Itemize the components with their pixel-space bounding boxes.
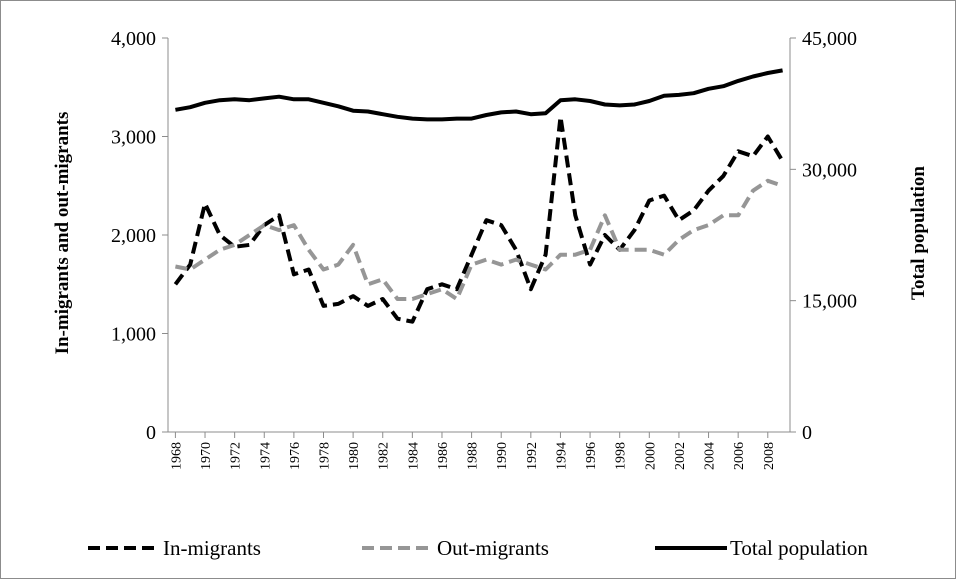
series-line bbox=[173, 114, 785, 324]
y-tick-label: 4,000 bbox=[111, 28, 156, 50]
y-axis-label: In-migrants and out-migrants bbox=[52, 112, 73, 355]
y2-axis-label: Total population bbox=[908, 166, 929, 300]
series-line bbox=[175, 68, 783, 122]
x-tick-label: 2008 bbox=[762, 442, 777, 470]
legend-label: In-migrants bbox=[163, 536, 261, 560]
y-tick-label: 1,000 bbox=[111, 324, 156, 346]
x-tick-label: 1998 bbox=[614, 442, 629, 470]
x-tick-label: 1996 bbox=[584, 442, 599, 470]
x-tick-label: 1994 bbox=[554, 442, 569, 470]
x-tick-label: 2000 bbox=[643, 442, 658, 470]
x-tick-label: 1982 bbox=[377, 442, 392, 470]
legend-label: Out-migrants bbox=[437, 536, 549, 560]
x-tick-label: 2006 bbox=[732, 442, 747, 470]
x-tick-label: 1978 bbox=[318, 442, 333, 470]
x-tick-label: 1984 bbox=[406, 442, 421, 470]
x-tick-label: 1990 bbox=[495, 442, 510, 470]
x-tick-label: 1968 bbox=[169, 442, 184, 470]
y2-tick-label: 45,000 bbox=[802, 28, 857, 50]
x-tick-label: 1980 bbox=[347, 442, 362, 470]
x-tick-label: 1976 bbox=[288, 442, 303, 470]
y2-tick-label: 0 bbox=[802, 422, 812, 444]
series-line bbox=[175, 178, 784, 301]
x-tick-label: 1974 bbox=[258, 442, 273, 470]
y-tick-label: 3,000 bbox=[111, 127, 156, 149]
x-tick-label: 1986 bbox=[436, 442, 451, 470]
x-tick-label: 1988 bbox=[466, 442, 481, 470]
x-tick-label: 1992 bbox=[525, 442, 540, 470]
y-tick-label: 0 bbox=[146, 422, 156, 444]
x-tick-label: 1972 bbox=[229, 442, 244, 470]
x-tick-label: 2004 bbox=[703, 442, 718, 470]
x-tick-label: 1970 bbox=[199, 442, 214, 470]
y2-tick-label: 30,000 bbox=[802, 159, 857, 181]
x-tick-label: 2002 bbox=[673, 442, 688, 470]
y2-tick-label: 15,000 bbox=[802, 291, 857, 313]
legend-label: Total population bbox=[730, 536, 868, 560]
y-tick-label: 2,000 bbox=[111, 225, 156, 247]
